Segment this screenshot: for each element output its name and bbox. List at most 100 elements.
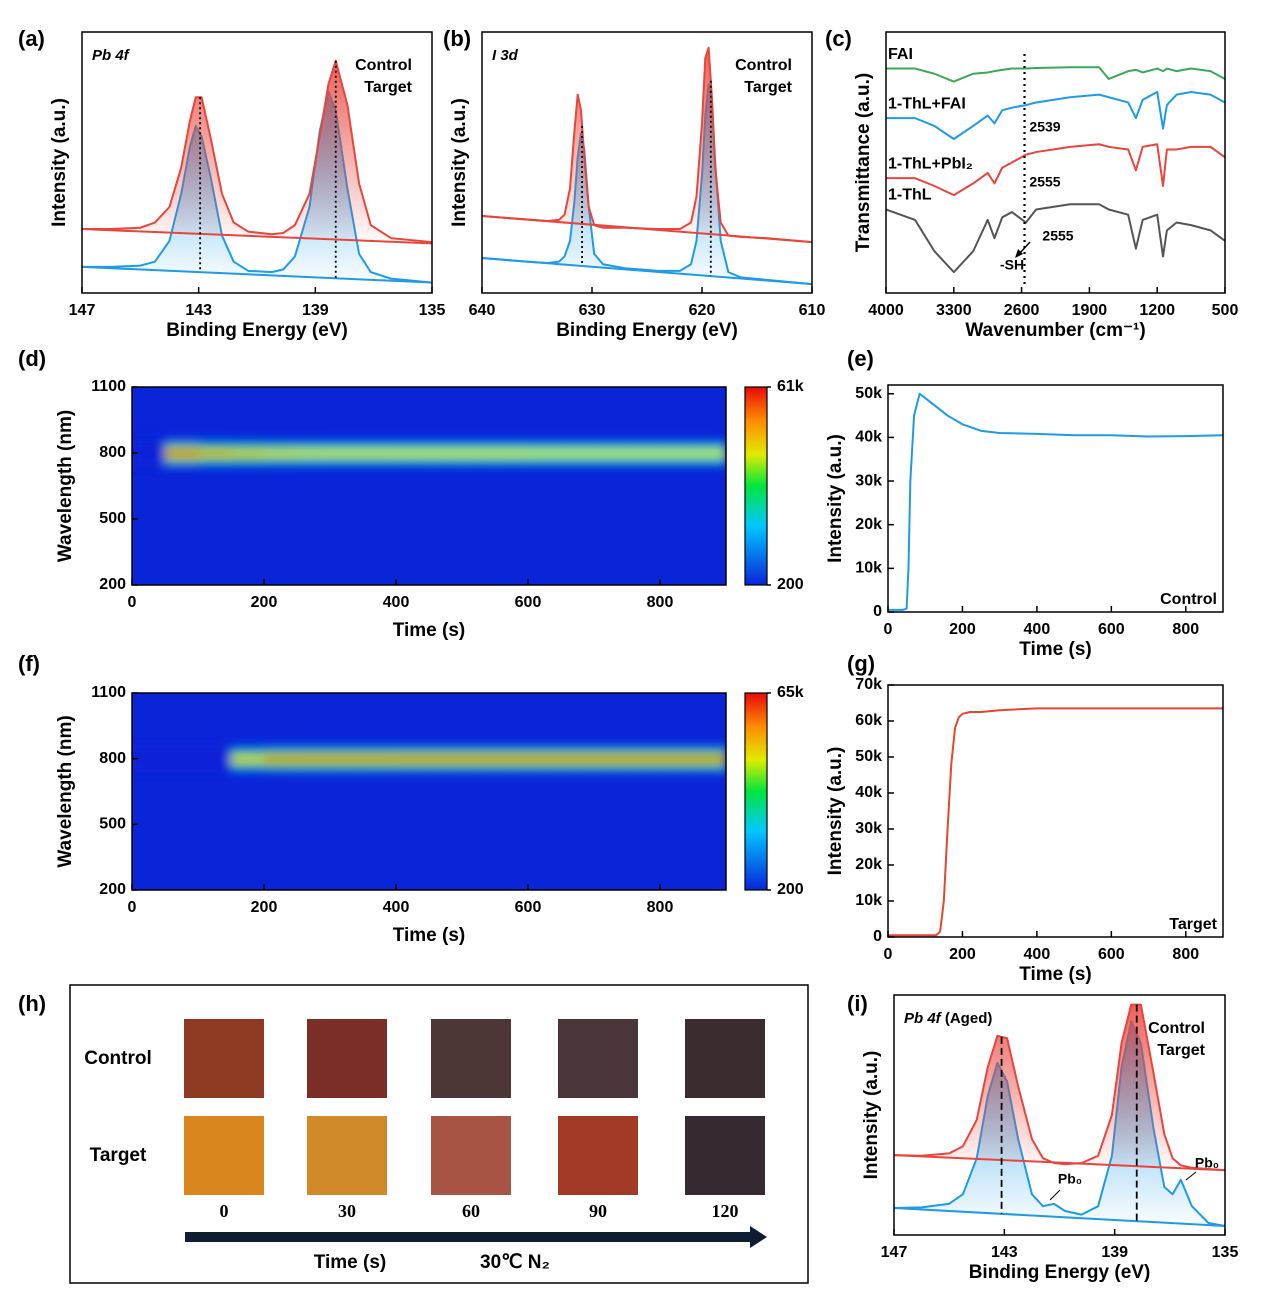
annotation-leader [1049,1189,1061,1201]
sample-photo [685,1116,765,1195]
y-tick-label: 1100 [91,684,126,701]
heatmap-cell [330,455,364,462]
x-axis-label: Binding Energy (eV) [556,320,738,341]
heatmap-cell [660,755,694,762]
heatmap-cell [429,444,463,451]
plot-frame [131,386,727,586]
heatmap-cell [693,761,726,768]
heatmap-cell [561,744,595,751]
x-tick-label: 630 [579,302,606,319]
heatmap-cell [165,444,199,451]
heatmap-cell [429,461,463,468]
heatmap-cell [396,444,430,451]
heatmap-cell [132,461,166,468]
x-tick-label: 200 [251,899,278,916]
heatmap-cell [495,461,529,468]
legend-label: Control [1148,1020,1205,1037]
series-line [886,143,1226,197]
heatmap-cell [627,755,661,762]
heatmap-cell [132,744,166,751]
x-tick-label: 400 [1024,621,1051,638]
x-tick-label: 3300 [936,302,972,319]
x-tick-label: 620 [689,302,716,319]
heatmap-cell [396,461,430,468]
legend-label: Control [355,57,412,74]
arrow-head [750,1226,767,1248]
x-tick-label: 400 [1024,946,1051,963]
heatmap-cell [693,766,726,773]
plot-frame [887,684,1224,938]
heatmap-cells [132,744,726,773]
heatmap-cell [396,755,430,762]
heatmap-cell [495,450,529,457]
heatmap-cell [561,461,595,468]
plot-title: Pb 4f (Aged) [904,1010,992,1027]
annotation: 2555 [1042,228,1073,244]
plot-frame [131,692,727,891]
heatmap-cell [429,755,463,762]
heatmap-cell [528,450,562,457]
peak-fill [482,47,812,243]
heatmap-cell [330,461,364,468]
peak-fill [82,92,432,283]
heatmap-cell [132,766,166,773]
heatmap-cell [561,455,595,462]
heatmap-cell [165,461,199,468]
heatmap-cell [297,444,331,451]
heatmap-cell [330,744,364,751]
heatmap-cell [231,444,265,451]
subtitle-text: (Aged) [945,1010,993,1027]
heatmap-cell [660,761,694,768]
heatmap-cell [363,755,397,762]
heatmap-cell [198,761,232,768]
y-axis-label: Intensity (a.u.) [449,98,470,227]
legend-label: Target [1169,916,1217,933]
heatmap-cell [363,444,397,451]
colorbar-label: 200 [777,881,804,898]
x-axis-label: Time (s) [393,620,466,641]
heatmap-cell [198,744,232,751]
peak-fill [82,60,432,244]
time-label: 0 [220,1201,229,1221]
y-axis-label: Intensity (a.u.) [825,434,846,563]
series-line [82,59,433,244]
heatmap-cell [264,755,298,762]
y-tick-label: 0 [873,928,882,945]
panel-label: (i) [847,991,868,1016]
y-tick-label: 0 [873,603,882,620]
condition-label: 30℃ N₂ [480,1252,550,1273]
heatmap-cell [594,461,628,468]
heatmap-cell [264,761,298,768]
heatmap-cell [693,450,726,457]
heatmap-cell [396,455,430,462]
legend-label: Target [364,79,412,96]
x-tick-label: 400 [383,594,410,611]
panel-label: (e) [847,346,874,371]
heatmap-clip [132,439,726,468]
heatmap-cell [363,450,397,457]
y-axis-label: Wavelength (nm) [55,715,76,867]
heatmap-cell [660,750,694,757]
heatmap-cell [561,444,595,451]
heatmap-cell [462,450,496,457]
time-label: 90 [589,1201,607,1221]
legend-label: Target [1157,1042,1205,1059]
heatmap-cell [330,766,364,773]
panel-label: (h) [18,991,46,1016]
heatmap-cell [231,450,265,457]
heatmap-cell [165,755,199,762]
panel-label: (d) [18,346,46,371]
title-text: Pb 4f [92,47,131,64]
heatmap-cell [165,766,199,773]
heatmap-cell [396,766,430,773]
x-tick-label: 600 [515,899,542,916]
heatmap-cell [231,761,265,768]
heatmap-cell [132,444,166,451]
colorbar [744,386,768,586]
x-tick-label: 800 [647,899,674,916]
x-tick-label: 147 [69,302,96,319]
baseline [893,1207,1226,1227]
legend-label: 1-ThL [888,187,932,204]
heatmap-cell [231,755,265,762]
sample-photo [685,1019,765,1098]
